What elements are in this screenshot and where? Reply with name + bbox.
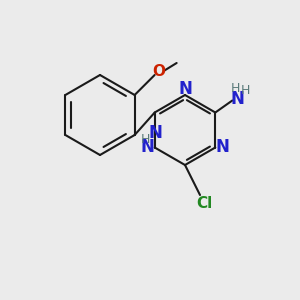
Text: N: N — [148, 124, 162, 142]
Text: N: N — [215, 139, 229, 157]
Text: N: N — [230, 89, 244, 107]
Text: Cl: Cl — [196, 196, 212, 211]
Text: N: N — [178, 80, 192, 98]
Text: H: H — [231, 82, 240, 95]
Text: H: H — [140, 133, 150, 146]
Text: O: O — [152, 64, 165, 79]
Text: N: N — [141, 139, 154, 157]
Text: H: H — [241, 84, 250, 97]
